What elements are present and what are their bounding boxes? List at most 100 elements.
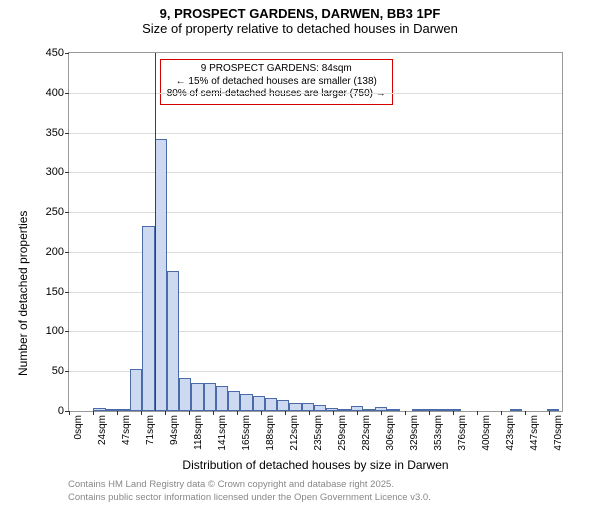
x-tick-label: 24sqm [97, 415, 108, 445]
x-tick-mark [93, 411, 94, 415]
chart-title-sub: Size of property relative to detached ho… [0, 21, 600, 36]
x-tick-mark [261, 411, 262, 415]
histogram-bar [375, 407, 387, 411]
histogram-bar [547, 409, 559, 411]
histogram-bar [338, 409, 350, 411]
x-tick-mark [525, 411, 526, 415]
x-axis-label: Distribution of detached houses by size … [68, 458, 563, 472]
x-tick-label: 118sqm [193, 415, 204, 450]
y-tick-mark [65, 212, 69, 213]
x-tick-mark [333, 411, 334, 415]
x-tick-label: 141sqm [217, 415, 228, 451]
y-tick-label: 450 [46, 47, 64, 59]
annotation-line2: ← 15% of detached houses are smaller (13… [167, 76, 386, 89]
x-tick-mark [285, 411, 286, 415]
x-tick-label: 94sqm [169, 415, 180, 445]
x-tick-label: 212sqm [289, 415, 300, 451]
histogram-bar [436, 409, 448, 411]
gridline [69, 212, 562, 213]
histogram-bar [118, 409, 130, 411]
annotation-line1: 9 PROSPECT GARDENS: 84sqm [167, 63, 386, 76]
x-tick-mark [309, 411, 310, 415]
y-tick-label: 200 [46, 246, 64, 258]
y-tick-mark [65, 53, 69, 54]
histogram-bar [289, 403, 301, 411]
histogram-bar [142, 226, 154, 411]
x-tick-label: 306sqm [385, 415, 396, 451]
x-tick-mark [69, 411, 70, 415]
y-tick-mark [65, 331, 69, 332]
histogram-bar [449, 409, 461, 411]
x-tick-mark [405, 411, 406, 415]
x-tick-mark [189, 411, 190, 415]
y-tick-mark [65, 252, 69, 253]
histogram-bar [167, 271, 179, 411]
histogram-bar [314, 405, 326, 411]
x-tick-mark [213, 411, 214, 415]
x-tick-label: 259sqm [337, 415, 348, 451]
histogram-bar [155, 139, 167, 411]
x-tick-label: 188sqm [265, 415, 276, 451]
x-tick-mark [453, 411, 454, 415]
histogram-bar [93, 408, 105, 411]
y-tick-label: 50 [52, 365, 64, 377]
footer-line2: Contains public sector information licen… [68, 492, 431, 503]
y-tick-mark [65, 133, 69, 134]
x-tick-mark [477, 411, 478, 415]
x-tick-label: 470sqm [553, 415, 564, 451]
gridline [69, 93, 562, 94]
histogram-bar [204, 383, 216, 411]
x-tick-mark [381, 411, 382, 415]
y-tick-mark [65, 371, 69, 372]
y-tick-mark [65, 292, 69, 293]
chart-plot-area: 9 PROSPECT GARDENS: 84sqm ← 15% of detac… [68, 52, 563, 412]
x-tick-label: 376sqm [457, 415, 468, 451]
y-tick-label: 250 [46, 206, 64, 218]
x-tick-label: 0sqm [73, 415, 84, 439]
histogram-bar [412, 409, 424, 411]
histogram-bar [191, 383, 203, 411]
histogram-bar [424, 409, 436, 411]
y-tick-label: 0 [58, 405, 64, 417]
x-tick-label: 329sqm [409, 415, 420, 451]
histogram-bar [240, 394, 252, 412]
y-tick-label: 300 [46, 166, 64, 178]
y-tick-label: 100 [46, 325, 64, 337]
gridline [69, 172, 562, 173]
y-tick-label: 400 [46, 87, 64, 99]
x-tick-mark [357, 411, 358, 415]
histogram-bar [363, 409, 375, 411]
y-tick-mark [65, 172, 69, 173]
marker-line [155, 53, 156, 411]
x-tick-label: 235sqm [313, 415, 324, 451]
y-tick-mark [65, 93, 69, 94]
histogram-bar [106, 409, 118, 411]
x-tick-mark [165, 411, 166, 415]
chart-title-main: 9, PROSPECT GARDENS, DARWEN, BB3 1PF [0, 6, 600, 21]
x-tick-mark [117, 411, 118, 415]
x-tick-mark [549, 411, 550, 415]
x-tick-label: 71sqm [145, 415, 156, 445]
footer-line1: Contains HM Land Registry data © Crown c… [68, 479, 394, 490]
histogram-bar [228, 391, 240, 411]
histogram-bar [216, 386, 228, 411]
x-tick-mark [237, 411, 238, 415]
x-tick-mark [429, 411, 430, 415]
histogram-bar [326, 408, 338, 411]
y-axis-label: Number of detached properties [16, 211, 30, 376]
y-tick-label: 350 [46, 127, 64, 139]
histogram-bar [302, 403, 314, 411]
histogram-bar [351, 406, 363, 411]
histogram-bar [510, 409, 522, 411]
x-tick-label: 353sqm [433, 415, 444, 451]
x-tick-mark [501, 411, 502, 415]
x-tick-label: 423sqm [505, 415, 516, 451]
histogram-bar [253, 396, 265, 411]
y-tick-label: 150 [46, 286, 64, 298]
x-tick-label: 282sqm [361, 415, 372, 451]
histogram-bar [265, 398, 277, 411]
histogram-bar [277, 400, 289, 411]
x-tick-label: 400sqm [481, 415, 492, 451]
gridline [69, 133, 562, 134]
annotation-line3: 80% of semi-detached houses are larger (… [167, 88, 386, 101]
